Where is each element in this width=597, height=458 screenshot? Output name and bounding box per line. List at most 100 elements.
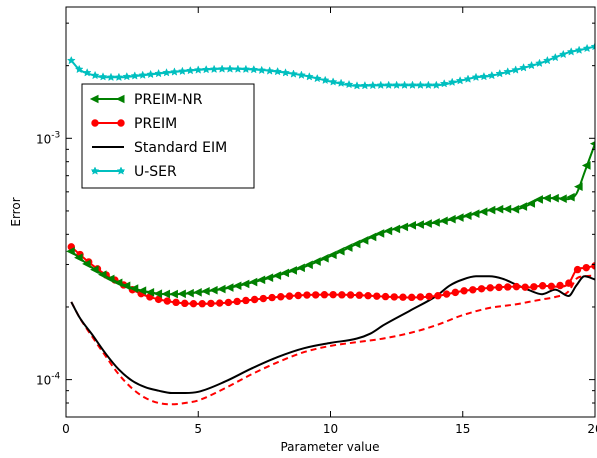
data-point-preim-nr (393, 225, 400, 232)
data-point-u-ser (401, 81, 409, 88)
data-point-u-ser (417, 81, 425, 88)
data-point-u-ser (234, 65, 242, 72)
data-point-preim (409, 294, 415, 300)
data-point-u-ser (202, 66, 210, 73)
data-point-u-ser (107, 73, 115, 80)
data-point-u-ser (242, 65, 250, 72)
data-point-preim-nr (369, 233, 376, 240)
data-point-u-ser (91, 71, 99, 78)
data-point-u-ser (409, 81, 417, 88)
data-point-u-ser (583, 44, 591, 51)
data-point-preim (278, 294, 284, 300)
data-point-preim (269, 294, 275, 300)
data-point-preim-nr (242, 280, 249, 287)
x-tick-label: 15 (455, 422, 470, 436)
data-point-preim-nr (170, 291, 177, 298)
data-point-u-ser (552, 54, 560, 61)
data-point-preim (470, 287, 476, 293)
data-point-u-ser (131, 72, 139, 79)
x-tick-label: 10 (323, 422, 338, 436)
data-point-preim-nr (504, 206, 511, 213)
data-point-preim (548, 283, 554, 289)
data-point-u-ser (496, 70, 504, 77)
data-point-preim (190, 300, 196, 306)
data-point-u-ser (290, 70, 298, 77)
data-point-u-ser (560, 50, 568, 57)
data-point-preim (251, 296, 257, 302)
y-axis-label: Error (9, 197, 23, 226)
data-point-preim (330, 291, 336, 297)
data-point-preim (531, 284, 537, 290)
data-point-u-ser (345, 81, 353, 88)
data-point-preim-nr (282, 269, 289, 276)
data-point-u-ser (488, 72, 496, 79)
data-point-u-ser (194, 66, 202, 73)
data-point-preim (478, 286, 484, 292)
data-point-preim (461, 288, 467, 294)
data-point-u-ser (464, 75, 472, 82)
data-point-preim-nr (297, 264, 304, 271)
data-point-preim-nr (329, 251, 336, 258)
data-point-u-ser (377, 81, 385, 88)
data-point-preim-nr (512, 206, 519, 213)
legend-marker-preim (118, 120, 124, 126)
data-point-u-ser (187, 67, 195, 74)
data-point-preim-nr (226, 284, 233, 291)
data-point-preim-nr (305, 261, 312, 268)
data-point-preim-nr (377, 230, 384, 237)
data-point-u-ser (448, 78, 456, 85)
data-point-u-ser (266, 67, 274, 74)
data-point-u-ser (433, 81, 441, 88)
data-point-u-ser (504, 68, 512, 75)
data-point-preim (225, 299, 231, 305)
data-point-preim-nr (488, 207, 495, 214)
data-point-u-ser (456, 77, 464, 84)
data-point-u-ser (258, 66, 266, 73)
data-point-u-ser (536, 59, 544, 66)
data-point-preim (234, 298, 240, 304)
data-point-preim-nr (456, 214, 463, 221)
data-point-preim-nr (210, 287, 217, 294)
data-point-preim (339, 292, 345, 298)
data-point-preim (505, 284, 511, 290)
data-point-preim (164, 298, 170, 304)
data-point-preim-nr (353, 240, 360, 247)
data-point-preim (365, 292, 371, 298)
data-point-preim-nr (424, 220, 431, 227)
data-point-u-ser (250, 66, 258, 73)
data-point-u-ser (480, 73, 488, 80)
data-point-u-ser (361, 82, 369, 89)
data-point-u-ser (306, 73, 314, 80)
data-point-preim (574, 266, 580, 272)
data-point-u-ser (520, 64, 528, 71)
data-point-u-ser (123, 73, 131, 80)
markers-u-ser (68, 43, 597, 90)
data-point-preim (260, 295, 266, 301)
data-point-preim (417, 294, 423, 300)
data-point-preim-nr (218, 286, 225, 293)
data-point-preim-nr (401, 223, 408, 230)
data-point-u-ser (314, 75, 322, 82)
data-point-preim (382, 293, 388, 299)
data-point-u-ser (385, 81, 393, 88)
data-point-preim-nr (551, 195, 558, 202)
x-tick-label: 5 (194, 422, 202, 436)
data-point-u-ser (274, 68, 282, 75)
data-point-u-ser (425, 81, 433, 88)
data-point-u-ser (512, 66, 520, 73)
data-point-u-ser (393, 81, 401, 88)
data-point-preim (216, 300, 222, 306)
data-point-u-ser (163, 69, 171, 76)
data-point-u-ser (147, 70, 155, 77)
data-point-u-ser (575, 46, 583, 53)
data-point-preim (182, 300, 188, 306)
data-point-u-ser (210, 65, 218, 72)
data-point-u-ser (329, 78, 337, 85)
data-point-preim-nr (361, 237, 368, 244)
data-point-preim (426, 293, 432, 299)
data-point-u-ser (99, 73, 107, 80)
data-point-u-ser (472, 73, 480, 80)
data-point-preim-nr (163, 290, 170, 297)
data-point-preim (321, 292, 327, 298)
